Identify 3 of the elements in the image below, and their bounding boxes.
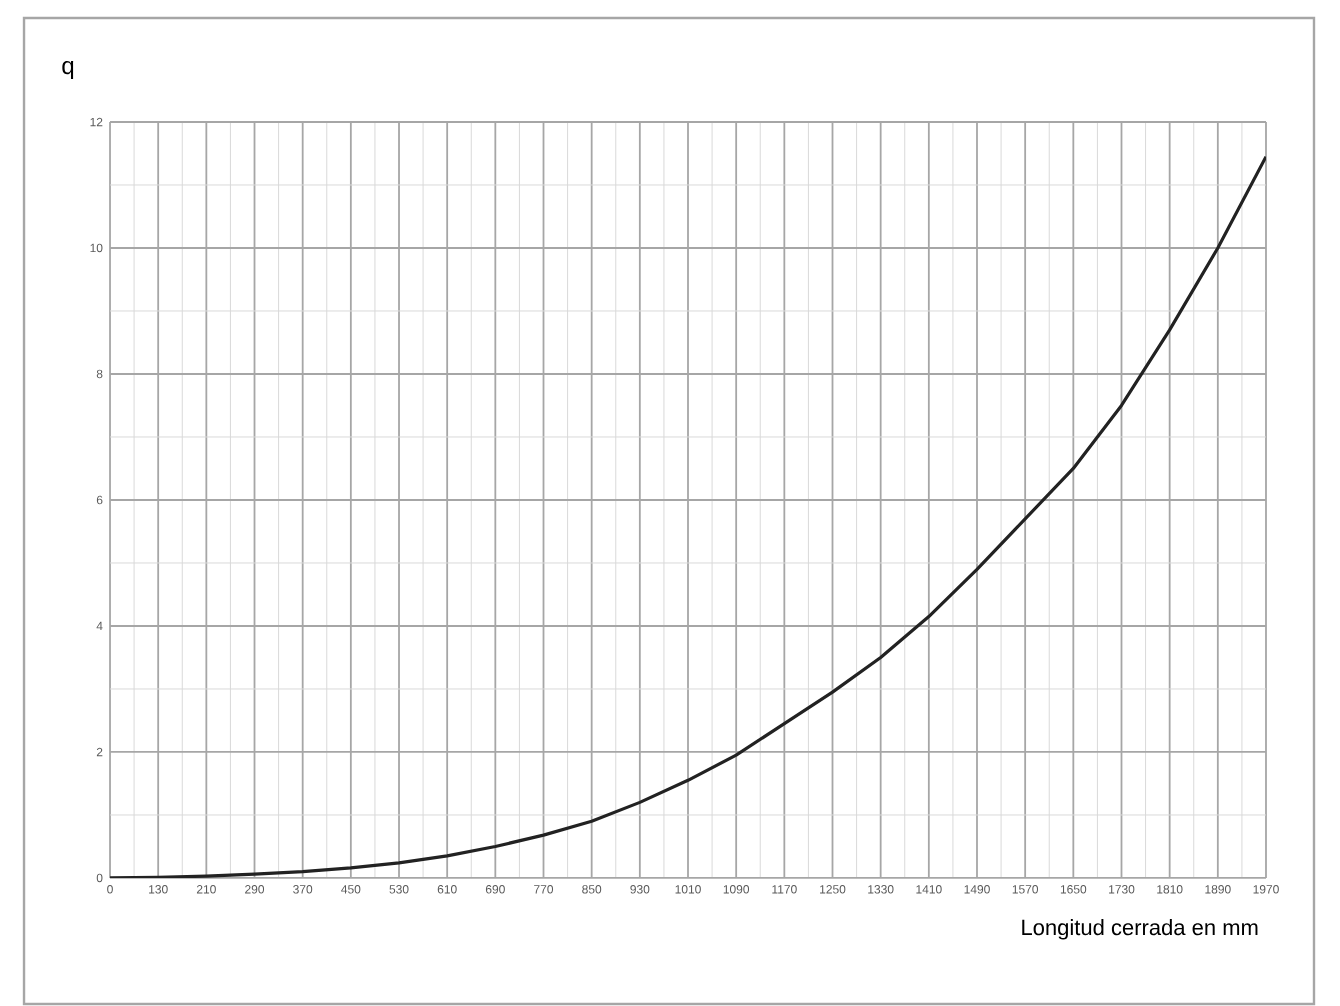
line-series [110, 155, 1266, 878]
x-axis-title: Longitud cerrada en mm [1022, 919, 1258, 940]
y-axis-title: q [62, 61, 74, 79]
